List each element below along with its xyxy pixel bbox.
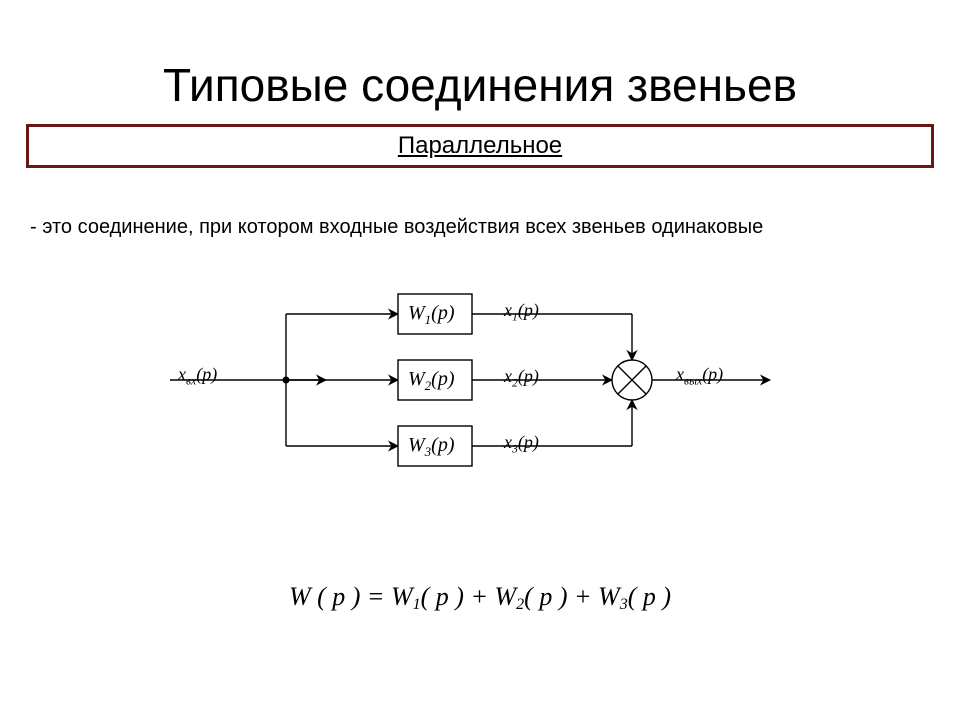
diagram-label: x2(p) <box>504 366 539 390</box>
diagram-label: x3(p) <box>504 432 539 456</box>
diagram-label: xвх(p) <box>178 364 217 388</box>
diagram-label: W1(p) <box>408 302 455 328</box>
diagram-label: W3(p) <box>408 434 455 460</box>
diagram-label: x1(p) <box>504 300 539 324</box>
page-title: Типовые соединения звеньев <box>0 58 960 112</box>
subtitle-label: Параллельное <box>398 132 562 159</box>
diagram-label: xвых(p) <box>676 364 723 388</box>
definition-text: - это соединение, при котором входные во… <box>30 216 930 239</box>
subtitle-box: Параллельное <box>26 124 934 168</box>
diagram-label: W2(p) <box>408 368 455 394</box>
block-diagram: xвх(p) W1(p) W2(p) W3(p) x1(p) x2(p) x3(p) xвых… <box>170 264 790 496</box>
equation: W ( p ) = W1( p ) + W2( p ) + W3( p ) <box>0 582 960 614</box>
